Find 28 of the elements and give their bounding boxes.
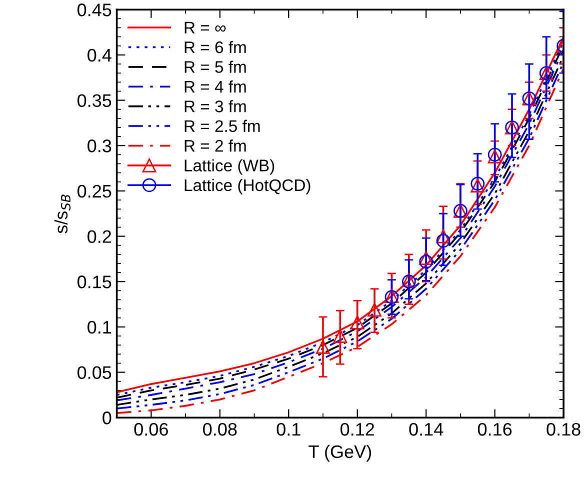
legend-label: R = 3 fm (184, 100, 246, 112)
y-tick-label: 0.05 (78, 366, 112, 379)
legend-label: R = 2 fm (184, 140, 246, 152)
legend-label: R = 5 fm (184, 60, 246, 73)
x-axis-title: T (GeV) (308, 444, 372, 462)
x-tick-label: 0.12 (340, 422, 374, 436)
y-tick-label: 0 (102, 412, 112, 424)
x-tick-label: 0.14 (409, 422, 444, 436)
x-tick-label: 0.08 (203, 422, 237, 436)
legend-label: R = 2.5 fm (184, 120, 260, 132)
x-tick-label: 0.16 (478, 422, 512, 436)
legend-label: Lattice (HotQCD) (184, 178, 310, 194)
legend-label: Lattice (WB) (184, 159, 274, 175)
y-tick-label: 0.25 (78, 184, 112, 198)
y-tick-label: 0.3 (88, 140, 112, 152)
x-tick-label: 0.1 (276, 422, 300, 436)
legend-label: R = 6 fm (184, 40, 246, 54)
y-axis-title: s/s$_{SB}$ (54, 194, 71, 234)
legend-label: R = ∞ (184, 22, 226, 34)
y-tick-label: 0.35 (78, 94, 112, 107)
y-tick-label: 0.15 (78, 276, 112, 288)
y-tick-label: 0.45 (78, 4, 112, 16)
x-tick-label: 0.18 (546, 422, 580, 436)
y-tick-label: 0.1 (88, 320, 112, 334)
x-tick-label: 0.06 (134, 422, 168, 436)
y-tick-label: 0.2 (88, 230, 112, 243)
legend-label: R = 4 fm (184, 80, 246, 92)
y-tick-label: 0.4 (88, 48, 112, 62)
